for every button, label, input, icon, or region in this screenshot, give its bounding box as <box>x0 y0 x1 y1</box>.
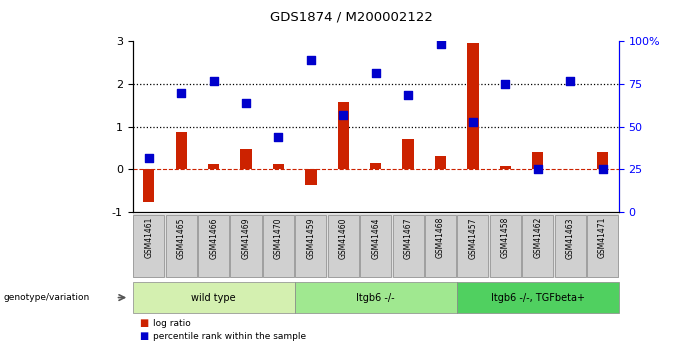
Bar <box>403 139 414 169</box>
FancyBboxPatch shape <box>425 215 456 277</box>
Bar <box>500 167 511 169</box>
Text: genotype/variation: genotype/variation <box>3 293 90 302</box>
Point <box>338 112 349 118</box>
FancyBboxPatch shape <box>457 282 619 313</box>
Point <box>597 167 608 172</box>
Text: GSM41467: GSM41467 <box>404 217 413 259</box>
Text: GSM41462: GSM41462 <box>533 217 542 258</box>
Text: GSM41465: GSM41465 <box>177 217 186 259</box>
FancyBboxPatch shape <box>198 215 229 277</box>
Text: GSM41459: GSM41459 <box>307 217 316 259</box>
FancyBboxPatch shape <box>166 215 197 277</box>
FancyBboxPatch shape <box>458 215 488 277</box>
FancyBboxPatch shape <box>133 215 165 277</box>
Text: GSM41470: GSM41470 <box>274 217 283 259</box>
FancyBboxPatch shape <box>490 215 521 277</box>
Point <box>370 70 381 75</box>
Text: percentile rank within the sample: percentile rank within the sample <box>153 332 306 341</box>
Text: Itgb6 -/-, TGFbeta+: Itgb6 -/-, TGFbeta+ <box>491 293 585 303</box>
Bar <box>143 169 154 201</box>
Point <box>175 91 186 96</box>
Text: GSM41460: GSM41460 <box>339 217 347 259</box>
Bar <box>273 164 284 169</box>
FancyBboxPatch shape <box>522 215 554 277</box>
FancyBboxPatch shape <box>295 215 326 277</box>
Point <box>208 78 219 84</box>
FancyBboxPatch shape <box>294 282 457 313</box>
Text: GSM41469: GSM41469 <box>241 217 250 259</box>
Text: ■: ■ <box>139 332 149 341</box>
Bar <box>305 169 317 185</box>
Bar <box>337 102 349 169</box>
Text: GSM41468: GSM41468 <box>436 217 445 258</box>
Text: GSM41471: GSM41471 <box>598 217 607 258</box>
Bar <box>370 163 381 169</box>
FancyBboxPatch shape <box>587 215 618 277</box>
Point <box>532 167 543 172</box>
Point <box>403 92 413 98</box>
Text: GSM41461: GSM41461 <box>144 217 153 258</box>
FancyBboxPatch shape <box>133 282 294 313</box>
Text: log ratio: log ratio <box>153 319 191 328</box>
Point <box>273 135 284 140</box>
FancyBboxPatch shape <box>555 215 585 277</box>
Point <box>241 100 252 106</box>
Bar <box>467 43 479 169</box>
Bar <box>208 164 220 169</box>
Bar <box>435 156 446 169</box>
Text: GDS1874 / M200002122: GDS1874 / M200002122 <box>270 10 433 23</box>
Text: wild type: wild type <box>191 293 236 303</box>
Point <box>305 57 316 62</box>
Text: GSM41463: GSM41463 <box>566 217 575 259</box>
Text: GSM41464: GSM41464 <box>371 217 380 259</box>
Text: GSM41457: GSM41457 <box>469 217 477 259</box>
Text: Itgb6 -/-: Itgb6 -/- <box>356 293 395 303</box>
FancyBboxPatch shape <box>328 215 359 277</box>
Text: ■: ■ <box>139 318 149 328</box>
Point <box>564 78 575 84</box>
Point <box>435 41 446 46</box>
Point <box>500 81 511 87</box>
Bar <box>597 151 609 169</box>
Bar <box>175 132 187 169</box>
Text: GSM41458: GSM41458 <box>501 217 510 258</box>
Bar <box>532 151 543 169</box>
FancyBboxPatch shape <box>263 215 294 277</box>
FancyBboxPatch shape <box>231 215 262 277</box>
FancyBboxPatch shape <box>360 215 391 277</box>
Point <box>467 119 478 125</box>
Bar <box>240 149 252 169</box>
Point <box>143 155 154 160</box>
FancyBboxPatch shape <box>392 215 424 277</box>
Text: GSM41466: GSM41466 <box>209 217 218 259</box>
